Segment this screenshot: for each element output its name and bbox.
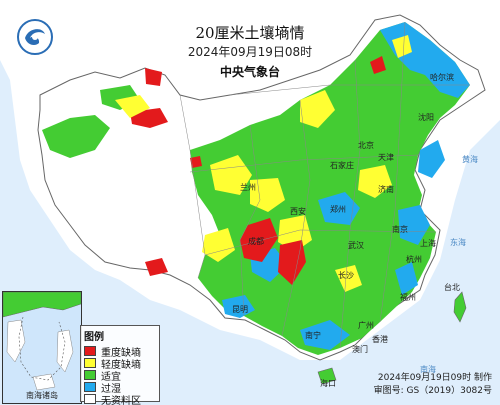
city-hangzhou: 杭州 xyxy=(406,254,422,264)
wet-area-shandong xyxy=(418,140,445,178)
hainan xyxy=(317,367,337,385)
cma-logo-icon xyxy=(17,19,53,55)
city-fuzhou: 福州 xyxy=(400,293,416,302)
light-drought-xinjiang xyxy=(115,95,150,118)
map-title: 20厘米土壤墒情 xyxy=(195,24,305,42)
legend-item-nodata: 无资料区 xyxy=(84,393,159,405)
city-nanning: 南宁 xyxy=(305,330,321,340)
severe-drought-qinghai xyxy=(190,156,202,168)
city-guangzhou: 广州 xyxy=(358,320,374,330)
legend-item-wet: 过湿 xyxy=(84,381,159,395)
legend-title: 图例 xyxy=(84,332,104,343)
city-lanzhou: 兰州 xyxy=(240,182,256,192)
issuer-name: 中央气象台 xyxy=(219,65,280,79)
city-zhengzhou: 郑州 xyxy=(330,204,346,214)
legend-label-light: 轻度缺墒 xyxy=(101,359,141,371)
legend-swatch-suitable xyxy=(84,370,96,380)
city-shenyang: 沈阳 xyxy=(418,112,434,122)
city-shanghai: 上海 xyxy=(420,238,436,248)
city-beijing: 北京 xyxy=(358,140,374,150)
severe-drought-xinjiang-north xyxy=(145,68,162,86)
province-borders xyxy=(179,21,470,349)
city-labels: 北京 天津 石家庄 济南 郑州 南京 上海 杭州 武汉 长沙 广州 香港 澳门 … xyxy=(232,72,460,388)
city-kunming: 昆明 xyxy=(232,305,248,314)
city-jinan: 济南 xyxy=(378,184,394,194)
legend-swatch-light xyxy=(84,358,96,368)
light-drought-north xyxy=(300,90,335,128)
wet-area-jiangnan xyxy=(398,205,430,245)
map-approval-number: 审图号: GS（2019）3082号 xyxy=(373,386,492,396)
light-drought-guangxi xyxy=(335,265,362,292)
map-legend: 图例 重度缺墒 轻度缺墒 适宜 过湿 无资料区 xyxy=(80,325,160,405)
suitable-xinjiang-west xyxy=(42,115,110,158)
map-datetime: 2024年09月19日08时 xyxy=(187,45,313,59)
wet-area-south xyxy=(300,320,350,350)
inset-label: 南海诸岛 xyxy=(26,391,58,400)
legend-item-light: 轻度缺墒 xyxy=(84,357,159,371)
light-drought-loess xyxy=(210,155,252,195)
south-china-sea-inset: 南海诸岛 xyxy=(2,291,82,404)
city-nanjing: 南京 xyxy=(392,224,408,234)
city-wuhan: 武汉 xyxy=(348,240,364,250)
legend-label-wet: 过湿 xyxy=(101,383,121,395)
city-harbin: 哈尔滨 xyxy=(430,72,454,82)
sea-label-huanghai: 黄海 xyxy=(462,154,478,164)
severe-drought-tibet xyxy=(145,258,168,276)
legend-item-severe: 重度缺墒 xyxy=(84,345,159,359)
city-hongkong: 香港 xyxy=(372,334,388,344)
legend-label-severe: 重度缺墒 xyxy=(101,347,141,359)
severe-drought-guizhou xyxy=(278,240,306,285)
city-haikou: 海口 xyxy=(320,378,336,388)
city-shijiazhuang: 石家庄 xyxy=(330,160,354,170)
severe-drought-inner-mongolia xyxy=(370,56,386,74)
map-footer: 2024年09月19日09时 制作 审图号: GS（2019）3082号 xyxy=(342,372,492,398)
sea-label-donghai: 东海 xyxy=(450,237,466,247)
light-drought-northeast xyxy=(392,35,412,58)
production-time: 2024年09月19日09时 制作 xyxy=(377,373,492,383)
city-xian: 西安 xyxy=(290,206,306,216)
inset-map xyxy=(2,291,82,403)
wet-area-yunnan xyxy=(222,295,255,318)
legend-swatch-severe xyxy=(84,346,96,356)
wet-area-fujian xyxy=(395,262,418,295)
wet-area-central xyxy=(318,192,360,225)
taiwan xyxy=(453,291,467,323)
legend-item-suitable: 适宜 xyxy=(84,369,159,383)
legend-label-nodata: 无资料区 xyxy=(101,395,141,405)
light-drought-shaanxi xyxy=(250,178,285,212)
city-taipei: 台北 xyxy=(444,282,460,292)
city-chengdu: 成都 xyxy=(248,236,264,246)
severe-drought-sichuan xyxy=(240,218,278,262)
legend-swatch-nodata xyxy=(84,394,96,404)
light-drought-huabei xyxy=(358,165,392,198)
legend-label-suitable: 适宜 xyxy=(101,371,121,383)
city-changsha: 长沙 xyxy=(338,270,354,280)
legend-swatch-wet xyxy=(84,382,96,392)
city-macao: 澳门 xyxy=(352,344,368,354)
sea-label-nanhai: 南海 xyxy=(420,364,436,374)
city-tianjin: 天津 xyxy=(378,152,394,162)
